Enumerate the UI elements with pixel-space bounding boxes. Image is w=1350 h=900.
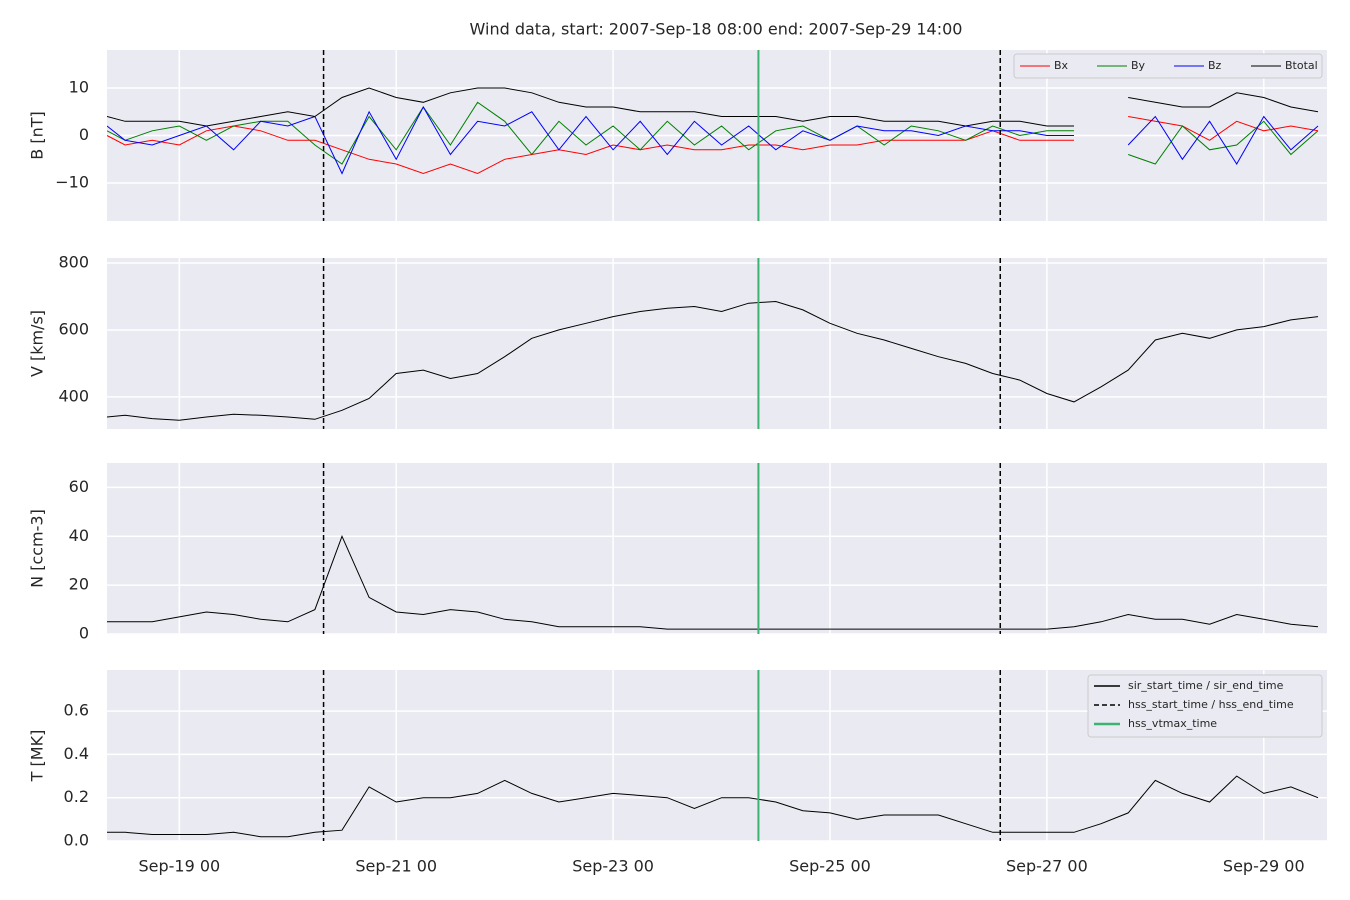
panel: −10 0 10 B [nT] Bx By Bz Btotal xyxy=(28,50,1327,221)
y-tick-label: 400 xyxy=(58,386,89,405)
y-tick-label: 0.2 xyxy=(64,787,89,806)
x-tick-label: Sep-23 00 xyxy=(572,857,654,876)
y-tick-label: 40 xyxy=(69,526,89,545)
x-tick-label: Sep-27 00 xyxy=(1006,857,1088,876)
y-tick-label: 0.0 xyxy=(64,831,89,850)
y-tick-label: 0 xyxy=(79,125,89,144)
y-tick-label: 10 xyxy=(69,78,89,97)
panel: 0 20 40 60 N [ccm-3] xyxy=(28,463,1327,643)
legend-label: hss_vtmax_time xyxy=(1128,717,1217,730)
y-tick-label: 800 xyxy=(58,253,89,272)
y-tick-label: 0.6 xyxy=(64,701,89,720)
legend-label: hss_start_time / hss_end_time xyxy=(1128,698,1294,711)
figure-title: Wind data, start: 2007-Sep-18 08:00 end:… xyxy=(470,20,963,39)
x-tick-label: Sep-19 00 xyxy=(138,857,220,876)
y-tick-label: 600 xyxy=(58,319,89,338)
plot-area xyxy=(107,258,1327,429)
x-tick-label: Sep-21 00 xyxy=(355,857,437,876)
y-axis-label: B [nT] xyxy=(28,111,47,159)
y-axis-label: N [ccm-3] xyxy=(28,509,47,588)
legend-label: Bz xyxy=(1208,59,1222,72)
y-axis-label: V [km/s] xyxy=(28,310,47,377)
legend-box xyxy=(1013,53,1323,79)
x-tick-label: Sep-29 00 xyxy=(1223,857,1305,876)
legend-label: By xyxy=(1131,59,1146,72)
legend-box xyxy=(1087,674,1323,738)
y-tick-label: −10 xyxy=(55,173,89,192)
y-tick-label: 20 xyxy=(69,575,89,594)
x-tick-label: Sep-25 00 xyxy=(789,857,871,876)
y-tick-label: 0 xyxy=(79,624,89,643)
plot-area xyxy=(107,463,1327,634)
y-axis-label: T [MK] xyxy=(28,730,47,783)
series-line xyxy=(107,116,1319,175)
legend-label: Btotal xyxy=(1285,59,1318,72)
panel: Sep-19 00 Sep-21 00 Sep-23 00 Sep-25 00 Sep-… xyxy=(28,670,1327,876)
series-line xyxy=(107,300,1319,421)
series-line xyxy=(107,775,1319,838)
legend-label: Bx xyxy=(1054,59,1069,72)
panel: 400 600 800 V [km/s] xyxy=(28,253,1327,429)
legend-label: sir_start_time / sir_end_time xyxy=(1128,679,1284,692)
y-tick-label: 0.4 xyxy=(64,744,89,763)
y-tick-label: 60 xyxy=(69,477,89,496)
series-line xyxy=(107,534,1319,630)
series-line xyxy=(107,105,1319,175)
series-line xyxy=(107,87,1319,127)
